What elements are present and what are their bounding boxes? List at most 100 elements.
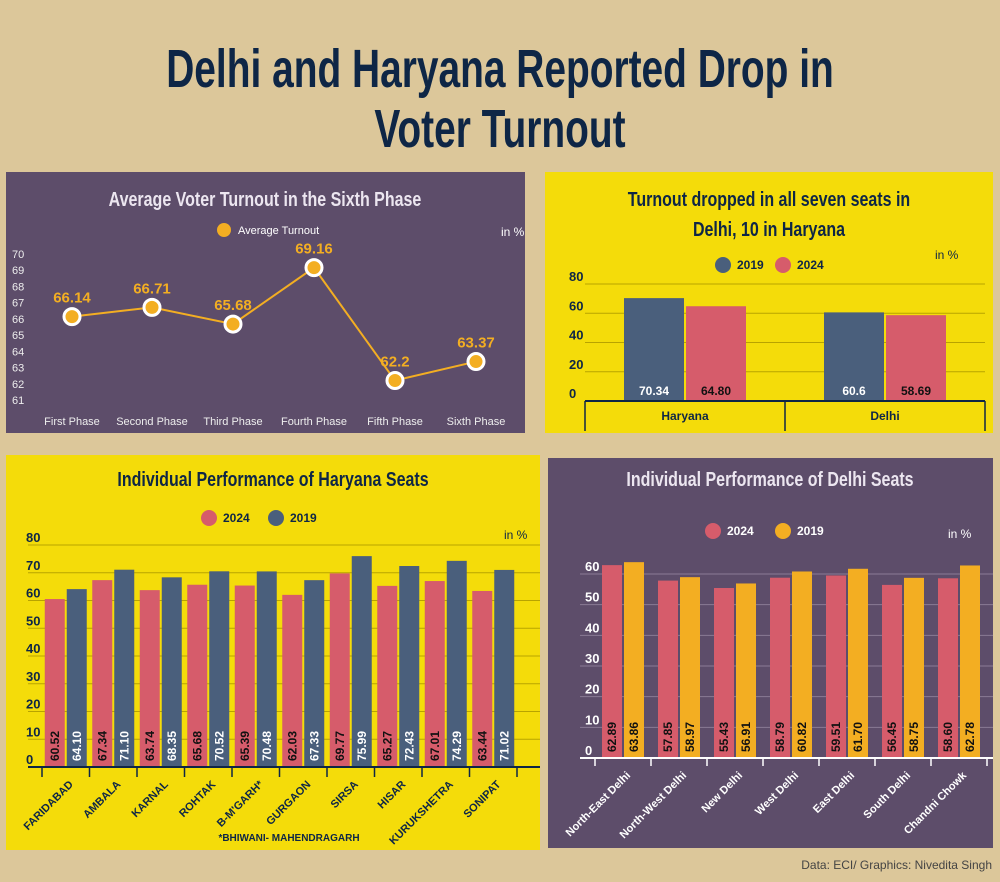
bar-2024 xyxy=(886,315,946,401)
bar-2024 xyxy=(686,306,746,401)
bar-2024 xyxy=(714,588,734,758)
bar-2019 xyxy=(66,589,87,767)
haryana-seats-panel: Individual Performance of Haryana Seats 2… xyxy=(6,455,540,850)
bar-value-label: 60.52 xyxy=(48,731,62,761)
bar-2024 xyxy=(658,580,678,758)
x-tick-label: Sixth Phase xyxy=(447,416,506,428)
chart-title: Delhi, 10 in Haryana xyxy=(693,218,846,240)
y-tick-label: 0 xyxy=(569,386,576,401)
bar-2019 xyxy=(351,556,372,767)
bar-2024 xyxy=(44,599,65,767)
bar-2024 xyxy=(329,573,350,767)
x-tick-label: New Delhi xyxy=(699,770,745,816)
bar-value-label: 56.91 xyxy=(739,722,753,752)
delhi-seats-panel: Individual Performance of Delhi Seats 20 2… xyxy=(548,458,993,848)
bar-2024 xyxy=(472,590,493,767)
bar-value-label: 58.79 xyxy=(773,722,787,752)
legend-label: 2024 xyxy=(797,258,824,272)
bar-2019 xyxy=(624,562,644,758)
legend-marker-icon xyxy=(775,523,791,539)
data-point xyxy=(466,352,486,372)
chart-title: Individual Performance of Delhi Seats xyxy=(626,468,913,490)
data-point xyxy=(304,258,324,278)
unit-label: in % xyxy=(948,527,972,541)
y-tick-label: 67 xyxy=(12,298,24,310)
bar-2019 xyxy=(161,577,182,767)
y-tick-label: 40 xyxy=(585,620,599,635)
bar-value-label: 70.34 xyxy=(639,384,669,398)
legend-label: 2019 xyxy=(797,524,824,538)
y-tick-label: 68 xyxy=(12,281,24,293)
data-label: 69.16 xyxy=(295,241,333,258)
bar-value-label: 74.29 xyxy=(450,731,464,761)
chart-title: Individual Performance of Haryana Seats xyxy=(117,468,428,490)
legend-marker-icon xyxy=(715,257,731,273)
bar-value-label: 58.97 xyxy=(683,722,697,752)
series-line xyxy=(71,266,477,382)
bar-2019 xyxy=(624,298,684,401)
y-tick-label: 64 xyxy=(12,346,24,358)
bar-2019 xyxy=(960,565,980,758)
footnote: *BHIWANI- MAHENDRAGARH xyxy=(218,833,359,844)
legend-label: 2024 xyxy=(223,511,250,525)
bar-value-label: 72.43 xyxy=(402,731,416,761)
y-tick-label: 80 xyxy=(569,269,583,284)
bar-value-label: 67.34 xyxy=(95,731,109,761)
unit-label: in % xyxy=(935,248,959,262)
bar-2024 xyxy=(826,575,846,758)
data-label: 66.14 xyxy=(53,290,91,307)
data-label: 66.71 xyxy=(133,280,171,297)
y-tick-label: 60 xyxy=(585,559,599,574)
x-tick-label: West Delhi xyxy=(753,770,801,818)
bar-2024 xyxy=(92,580,113,767)
bar-2019 xyxy=(446,560,467,767)
bar-value-label: 68.35 xyxy=(165,731,179,761)
bar-value-label: 55.43 xyxy=(717,722,731,752)
bar-value-label: 62.89 xyxy=(605,722,619,752)
legend-label: 2019 xyxy=(737,258,764,272)
page-title-line2: Voter Turnout xyxy=(374,99,626,159)
y-tick-label: 63 xyxy=(12,363,24,375)
y-tick-label: 30 xyxy=(26,669,40,684)
bar-value-label: 67.33 xyxy=(307,731,321,761)
bar-2019 xyxy=(256,571,277,767)
data-label: 65.68 xyxy=(214,297,252,314)
data-point xyxy=(223,314,243,334)
y-tick-label: 0 xyxy=(585,743,592,758)
y-tick-label: 50 xyxy=(585,590,599,605)
y-tick-label: 20 xyxy=(569,357,583,372)
y-tick-label: 80 xyxy=(26,530,40,545)
bar-value-label: 56.45 xyxy=(885,722,899,752)
bar-value-label: 61.70 xyxy=(851,722,865,752)
y-tick-label: 60 xyxy=(26,586,40,601)
data-point xyxy=(62,307,82,327)
bar-2024 xyxy=(377,585,398,767)
legend-marker-icon xyxy=(268,510,284,526)
x-tick-label: SIRSA xyxy=(329,779,361,811)
legend-marker-icon xyxy=(775,257,791,273)
bar-value-label: 57.85 xyxy=(661,722,675,752)
bar-2024 xyxy=(938,578,958,758)
bar-value-label: 65.68 xyxy=(190,731,204,761)
y-tick-label: 61 xyxy=(12,395,24,407)
y-tick-label: 0 xyxy=(26,752,33,767)
y-tick-label: 50 xyxy=(26,613,40,628)
legend-marker-icon xyxy=(201,510,217,526)
bar-value-label: 70.48 xyxy=(260,731,274,761)
x-tick-label: Chandni Chowk xyxy=(902,769,970,837)
y-tick-label: 62 xyxy=(12,379,24,391)
bar-2024 xyxy=(770,577,790,758)
bar-2024 xyxy=(187,584,208,767)
bar-value-label: 75.99 xyxy=(355,731,369,761)
x-tick-label: Haryana xyxy=(661,409,709,423)
data-label: 63.37 xyxy=(457,335,495,352)
bar-2024 xyxy=(602,565,622,758)
x-tick-label: Delhi xyxy=(870,409,899,423)
bar-2019 xyxy=(209,571,230,767)
y-tick-label: 20 xyxy=(585,682,599,697)
bar-2019 xyxy=(824,312,884,401)
bar-value-label: 64.80 xyxy=(701,384,731,398)
haryana-seats-chart: Individual Performance of Haryana Seats 2… xyxy=(22,468,540,847)
unit-label: in % xyxy=(504,528,528,542)
bar-2019 xyxy=(736,583,756,758)
